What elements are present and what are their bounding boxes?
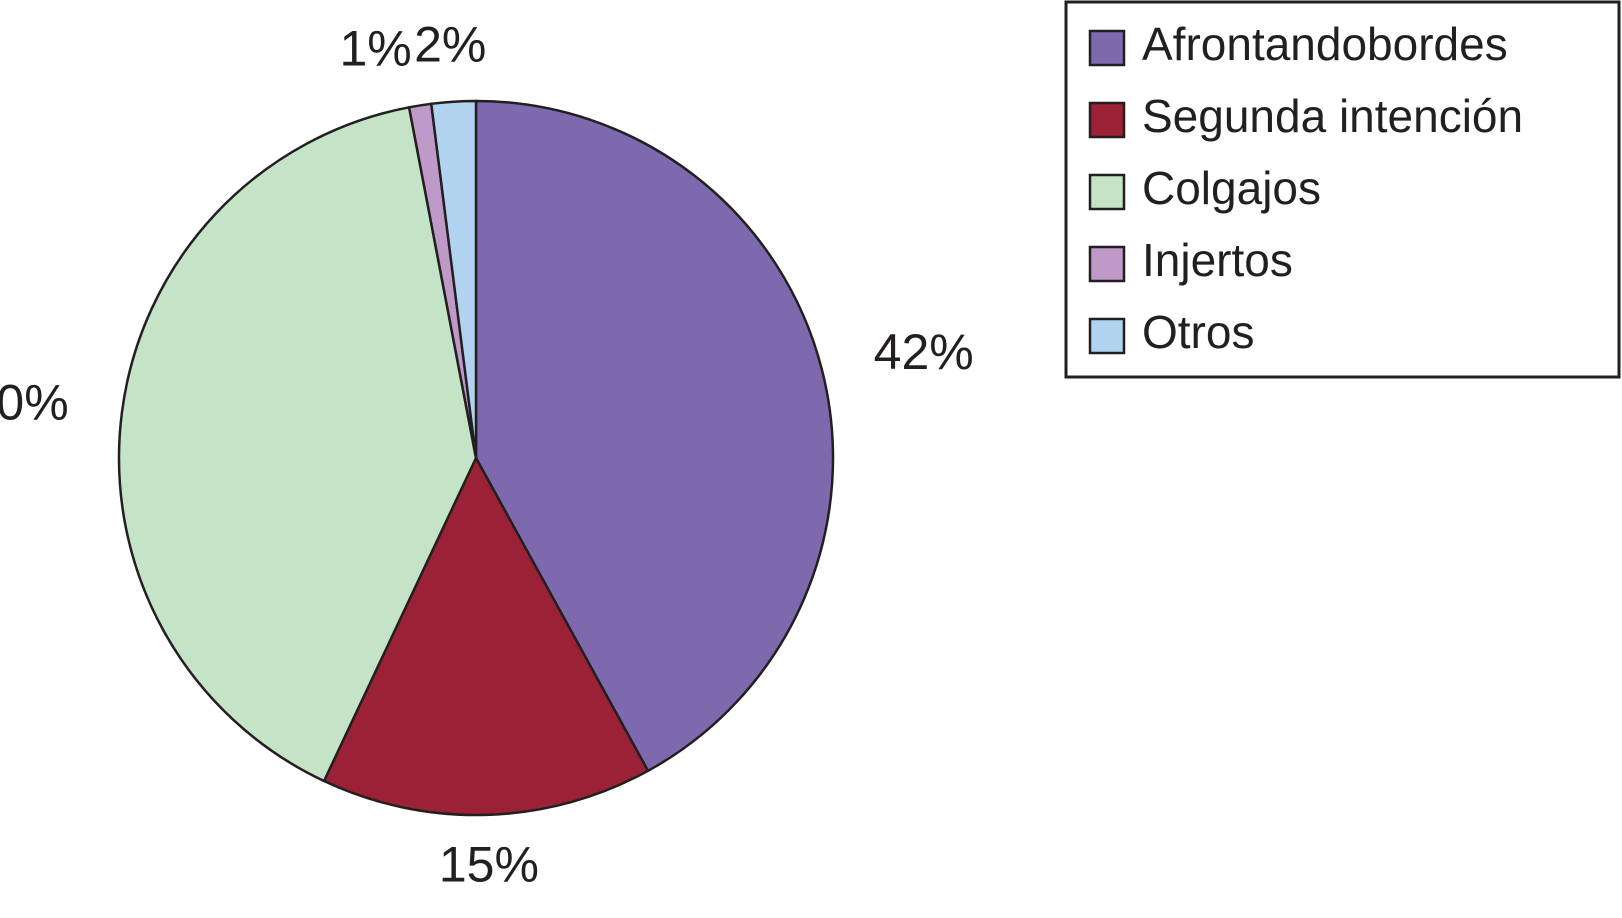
legend-swatch (1088, 245, 1126, 283)
data-label: 1% (340, 21, 412, 77)
legend-swatch (1088, 101, 1126, 139)
legend-swatch (1088, 29, 1126, 67)
legend-swatch (1088, 173, 1126, 211)
legend-swatch (1088, 317, 1126, 355)
legend-label: Otros (1142, 306, 1254, 358)
data-label: 42% (874, 324, 974, 380)
pie-slice (322, 455, 650, 817)
legend-label: Colgajos (1142, 162, 1321, 214)
legend-label: Afrontandobordes (1142, 18, 1508, 70)
data-label: 15% (439, 837, 539, 893)
legend-label: Injertos (1142, 234, 1293, 286)
legend-label: Segunda intención (1142, 90, 1523, 142)
pie-slice (474, 99, 835, 773)
data-label: 2% (414, 16, 486, 72)
pie-slice (117, 105, 478, 783)
legend-box (1064, 0, 1621, 379)
pie-slice (429, 99, 478, 459)
data-label: 40% (0, 375, 69, 431)
